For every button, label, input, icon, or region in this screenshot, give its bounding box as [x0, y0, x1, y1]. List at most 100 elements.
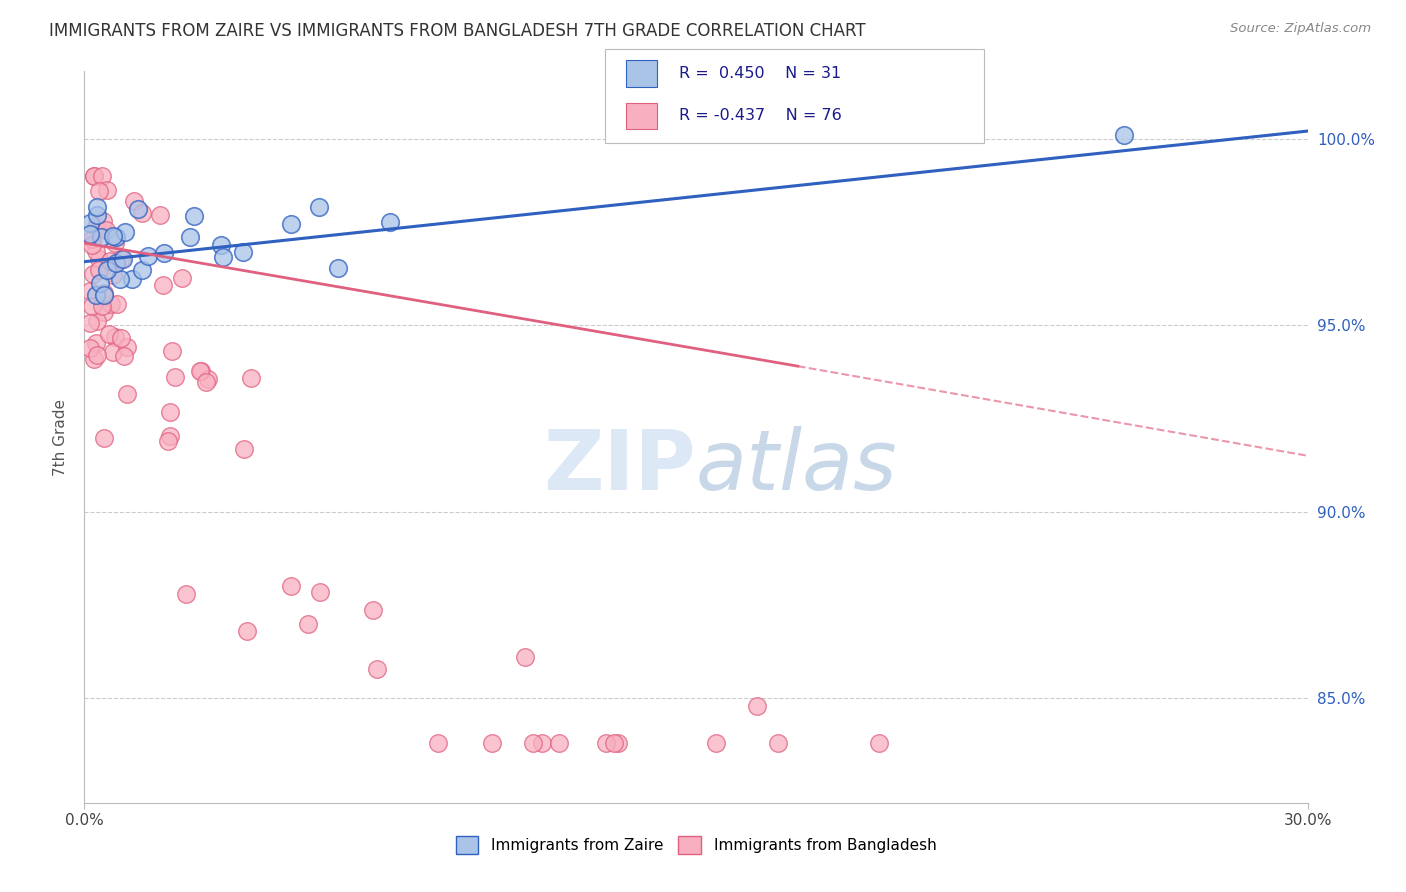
Point [79, 341, 101, 355]
Point [115, 386, 138, 401]
Point [90, 299, 112, 313]
Point [84, 335, 107, 350]
Point [86, 200, 108, 214]
Point [190, 364, 212, 378]
Point [361, 603, 384, 617]
Point [93, 288, 115, 302]
Text: R = -0.437    N = 76: R = -0.437 N = 76 [679, 109, 842, 123]
Point [366, 662, 388, 676]
Point [84, 244, 107, 258]
Point [83, 169, 105, 183]
Point [86, 220, 108, 235]
Point [240, 370, 263, 384]
Point [84, 219, 107, 234]
Point [98, 254, 121, 268]
Point [156, 434, 179, 448]
Point [124, 194, 146, 209]
Point [195, 375, 218, 389]
Point [153, 246, 176, 260]
Point [93, 431, 115, 445]
Point [766, 736, 789, 750]
Point [159, 429, 181, 443]
Point [160, 344, 183, 359]
Point [110, 272, 132, 286]
Point [174, 587, 197, 601]
Point [1114, 128, 1136, 142]
Point [149, 208, 172, 222]
Point [127, 202, 149, 217]
Point [110, 331, 132, 345]
Point [530, 736, 553, 750]
Point [183, 209, 205, 223]
Point [86, 208, 108, 222]
Point [79, 316, 101, 330]
Point [308, 585, 330, 599]
Text: Source: ZipAtlas.com: Source: ZipAtlas.com [1230, 22, 1371, 36]
Point [96, 223, 118, 237]
Point [280, 217, 302, 231]
Point [90, 229, 112, 244]
Point [87, 263, 110, 277]
Text: atlas: atlas [696, 425, 897, 507]
Point [82, 267, 104, 281]
Point [152, 278, 174, 293]
Point [86, 348, 108, 362]
Point [83, 351, 105, 366]
Point [80, 232, 103, 246]
Text: IMMIGRANTS FROM ZAIRE VS IMMIGRANTS FROM BANGLADESH 7TH GRADE CORRELATION CHART: IMMIGRANTS FROM ZAIRE VS IMMIGRANTS FROM… [49, 22, 866, 40]
Point [595, 736, 617, 750]
Point [280, 579, 302, 593]
Point [80, 299, 103, 313]
Point [513, 650, 536, 665]
Point [110, 252, 132, 266]
Point [481, 736, 503, 750]
Point [136, 249, 159, 263]
Point [212, 250, 235, 264]
Y-axis label: 7th Grade: 7th Grade [53, 399, 69, 475]
Point [190, 364, 212, 378]
Point [706, 736, 728, 750]
Point [84, 288, 107, 302]
Point [79, 284, 101, 298]
Point [112, 252, 135, 266]
Point [101, 268, 124, 282]
Point [117, 340, 139, 354]
Point [297, 616, 319, 631]
Point [93, 305, 115, 319]
Point [91, 169, 114, 183]
Point [96, 183, 118, 197]
Point [308, 200, 330, 214]
Point [548, 736, 571, 750]
Point [603, 736, 626, 750]
Point [79, 216, 101, 230]
Point [87, 184, 110, 198]
Point [104, 230, 127, 244]
Point [103, 228, 125, 243]
Point [79, 227, 101, 241]
Point [101, 345, 124, 359]
Point [233, 442, 256, 456]
Point [747, 698, 769, 713]
Point [114, 225, 136, 239]
Point [96, 263, 118, 277]
Point [131, 262, 153, 277]
Point [97, 327, 120, 342]
Text: R =  0.450    N = 31: R = 0.450 N = 31 [679, 66, 841, 81]
Point [105, 297, 128, 311]
Point [197, 372, 219, 386]
Point [87, 252, 110, 266]
Point [93, 286, 115, 301]
Point [427, 736, 450, 750]
Point [172, 271, 194, 285]
Point [104, 330, 127, 344]
Point [179, 230, 201, 244]
Point [232, 245, 254, 260]
Point [86, 314, 108, 328]
Point [131, 206, 153, 220]
Point [522, 736, 544, 750]
Legend: Immigrants from Zaire, Immigrants from Bangladesh: Immigrants from Zaire, Immigrants from B… [456, 836, 936, 854]
Point [380, 215, 402, 229]
Point [159, 405, 181, 419]
Point [165, 370, 187, 384]
Point [607, 736, 630, 750]
